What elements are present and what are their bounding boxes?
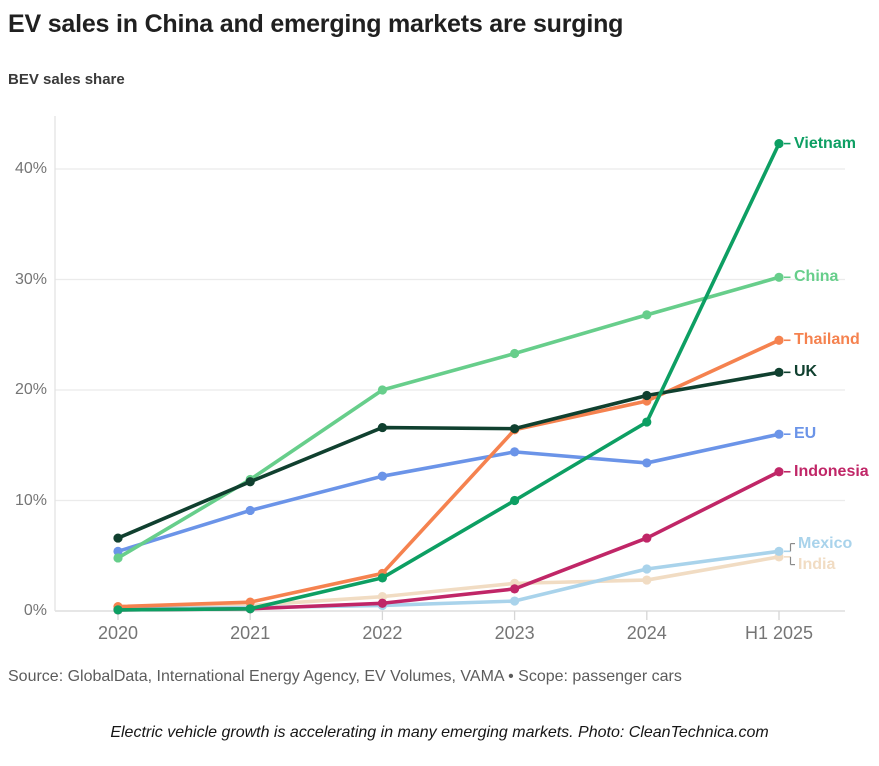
y-tick-label-10%: 10% [14, 491, 47, 509]
series-point-uk-2022 [377, 422, 387, 433]
series-label-thailand: Thailand [794, 331, 860, 349]
series-label-eu: EU [794, 425, 817, 443]
x-tick-label-2022: 2022 [362, 623, 403, 643]
series-point-indonesia-2024 [642, 533, 652, 543]
series-point-indonesia-2023 [509, 584, 520, 594]
series-point-thailand-h1-2025 [774, 335, 784, 345]
series-point-mexico-h1-2025 [774, 546, 784, 556]
source-note: Source: GlobalData, International Energy… [8, 668, 682, 685]
series-point-indonesia-2022 [377, 598, 387, 608]
series-line-india [116, 555, 781, 611]
y-tick-label-40%: 40% [14, 160, 47, 177]
series-point-mexico-2024 [642, 564, 652, 574]
series-point-india-2022 [377, 592, 387, 602]
series-point-china-2020 [113, 553, 123, 563]
series-point-uk-2021 [245, 477, 255, 487]
photo-caption: Electric vehicle growth is accelerating … [110, 724, 769, 741]
series-point-vietnam-2021 [245, 604, 255, 614]
series-point-thailand-2021 [245, 597, 255, 607]
series-point-eu-2021 [245, 505, 255, 516]
series-point-vietnam-2023 [509, 495, 520, 506]
series-point-china-h1-2025 [774, 272, 784, 282]
series-line-uk [116, 370, 781, 540]
series-label-indonesia: Indonesia [794, 462, 869, 480]
series-point-eu-2023 [509, 447, 520, 457]
series-point-uk-2023 [509, 424, 520, 434]
series-point-eu-2020 [113, 546, 123, 556]
series-point-china-2024 [642, 310, 652, 320]
series-label-china: China [794, 268, 839, 286]
series-point-eu-h1-2025 [774, 429, 784, 439]
x-tick-label-2023: 2023 [494, 623, 535, 643]
chart-subtitle: BEV sales share [8, 71, 125, 88]
series-point-uk-h1-2025 [774, 367, 784, 377]
series-point-china-2023 [509, 348, 520, 359]
series-point-india-2024 [642, 575, 652, 585]
series-point-uk-2024 [642, 390, 652, 401]
series-point-vietnam-h1-2025 [774, 138, 784, 149]
series-line-eu [116, 432, 781, 554]
chart-title: EV sales in China and emerging markets a… [8, 10, 624, 38]
series-line-vietnam [116, 141, 781, 612]
series-label-vietnam: Vietnam [794, 134, 856, 152]
y-tick-label-20%: 20% [14, 381, 47, 398]
y-tick-label-30%: 30% [14, 270, 47, 288]
series-label-uk: UK [794, 363, 818, 381]
series-point-eu-2022 [377, 471, 387, 481]
series-point-eu-2024 [642, 458, 652, 468]
x-tick-label-2024: 2024 [626, 623, 667, 643]
x-tick-label-2021: 2021 [230, 623, 271, 643]
series-point-vietnam-2022 [377, 573, 387, 583]
x-tick-label-h1-2025: H1 2025 [744, 623, 814, 643]
y-tick-label-0%: 0% [23, 602, 47, 619]
series-point-indonesia-h1-2025 [774, 467, 784, 477]
series-point-mexico-2023 [509, 596, 520, 606]
series-point-china-2022 [377, 385, 387, 395]
x-tick-label-2020: 2020 [97, 623, 139, 643]
series-label-india: India [798, 555, 836, 573]
series-point-vietnam-2020 [113, 605, 123, 615]
series-point-vietnam-2024 [642, 417, 652, 427]
series-label-mexico: Mexico [798, 534, 853, 552]
series-point-uk-2020 [113, 533, 123, 543]
